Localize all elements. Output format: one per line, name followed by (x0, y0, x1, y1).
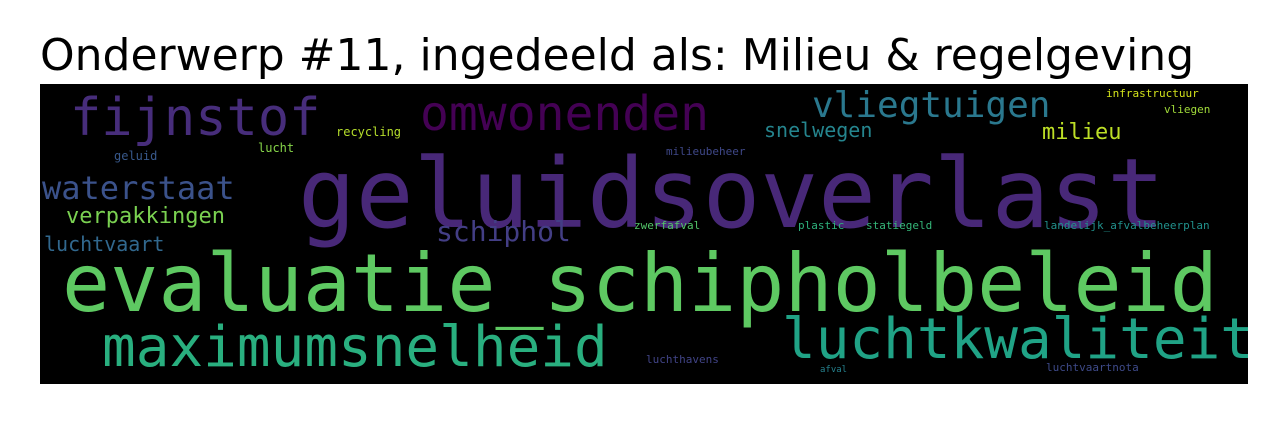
word-luchtvaart: luchtvaart (44, 232, 165, 256)
word-landelijk-afvalbeheerplan: landelijk_afvalbeheerplan (1044, 219, 1210, 232)
word-luchtvaartnota: luchtvaartnota (1046, 361, 1139, 374)
word-infrastructuur: infrastructuur (1106, 87, 1199, 100)
word-luchtkwaliteit: luchtkwaliteit (782, 307, 1248, 372)
word-luchthavens: luchthavens (646, 353, 719, 366)
word-geluidsoverlast: geluidsoverlast (298, 138, 1165, 250)
word-schiphol: schiphol (436, 215, 571, 248)
word-recycling: recycling (336, 125, 402, 139)
word-snelwegen: snelwegen (764, 118, 873, 142)
word-waterstaat: waterstaat (42, 169, 235, 207)
figure-title: Onderwerp #11, ingedeeld als: Milieu & r… (40, 30, 1195, 81)
word-plastic: plastic (798, 219, 845, 232)
word-omwonenden: omwonenden (420, 86, 709, 142)
word-geluid: geluid (114, 149, 158, 163)
word-vliegtuigen: vliegtuigen (812, 85, 1051, 126)
word-afval: afval (820, 365, 848, 375)
word-maximumsnelheid: maximumsnelheid (102, 315, 608, 380)
word-milieubeheer: milieubeheer (666, 145, 746, 158)
word-vliegen: vliegen (1164, 103, 1211, 116)
word-statiegeld: statiegeld (866, 219, 933, 232)
word-cloud: geluidsoverlast evaluatie_schipholbeleid… (40, 84, 1248, 384)
word-zwerfafval: zwerfafval (634, 219, 701, 232)
word-lucht: lucht (258, 141, 295, 155)
word-verpakkingen: verpakkingen (66, 204, 225, 229)
word-fijnstof: fijnstof (70, 88, 321, 148)
word-milieu: milieu (1042, 120, 1122, 145)
word-evaluatie-schipholbeleid: evaluatie_schipholbeleid (62, 237, 1218, 330)
